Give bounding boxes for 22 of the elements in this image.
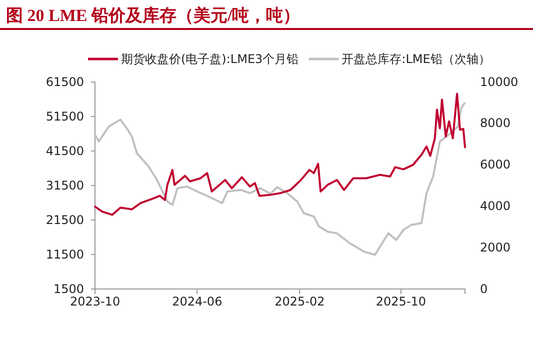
line-series — [94, 92, 466, 216]
y-tick-label: 11500 — [46, 247, 84, 262]
y2-tick-label: 6000 — [480, 158, 511, 172]
x-tick-label: 2025-02 — [274, 294, 325, 309]
y2-tick-label: 10000 — [480, 74, 518, 89]
legend-label: 开盘总库存:LME铅（次轴） — [342, 52, 490, 66]
y2-tick-label: 4000 — [480, 199, 511, 214]
y-tick-label: 61500 — [46, 74, 84, 89]
y-tick-label: 51500 — [46, 109, 84, 124]
y2-tick-label: 8000 — [480, 116, 511, 130]
y2-tick-label: 2000 — [480, 240, 511, 254]
x-tick-label: 2023-10 — [70, 294, 120, 309]
line-series — [94, 102, 466, 256]
y-tick-label: 1500 — [53, 282, 84, 296]
y-tick-label: 31500 — [46, 178, 84, 192]
y2-tick-label: 0 — [480, 282, 488, 296]
x-tick-label: 2025-10 — [376, 294, 426, 309]
y-tick-label: 21500 — [46, 212, 84, 227]
legend-label: 期货收盘价(电子盘):LME3个月铅 — [121, 52, 299, 66]
x-tick-label: 2024-06 — [172, 294, 222, 309]
chart-title: 图 20 LME 铅价及库存（美元/吨，吨） — [6, 6, 300, 25]
y-tick-label: 41500 — [46, 144, 84, 158]
